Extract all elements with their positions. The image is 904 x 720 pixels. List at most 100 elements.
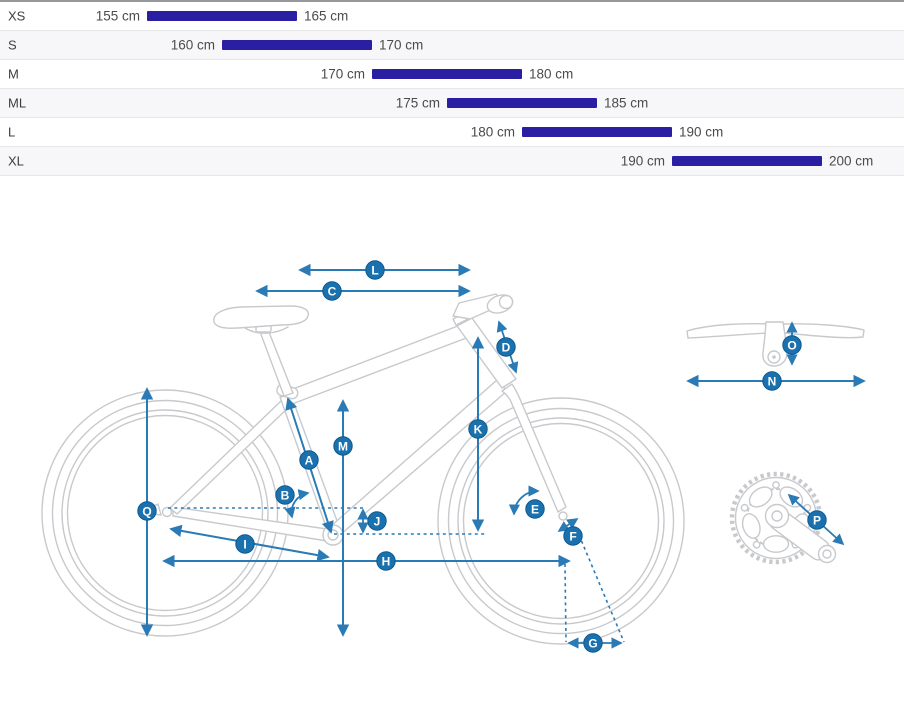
geometry-marker-m: M bbox=[333, 436, 353, 456]
marker-circle bbox=[367, 511, 387, 531]
marker-letter: I bbox=[243, 538, 246, 552]
size-row: M 170 cm 180 cm bbox=[0, 60, 904, 89]
marker-letter: O bbox=[787, 339, 796, 353]
min-height-label: 155 cm bbox=[95, 8, 140, 24]
front-axle-vertical-guide bbox=[564, 563, 567, 643]
measure-line-f bbox=[557, 518, 579, 532]
geometry-marker-j: J bbox=[367, 511, 387, 531]
frame bbox=[151, 317, 568, 546]
marker-circle bbox=[333, 436, 353, 456]
max-height-label: 170 cm bbox=[379, 37, 424, 53]
height-range-bar bbox=[522, 127, 672, 137]
marker-circle bbox=[275, 485, 295, 505]
marker-circle bbox=[807, 510, 827, 530]
marker-letter: B bbox=[281, 489, 290, 503]
size-label: M bbox=[8, 66, 19, 82]
marker-circle bbox=[365, 260, 385, 280]
marker-letter: H bbox=[382, 555, 391, 569]
size-row: XL 190 cm 200 cm bbox=[0, 147, 904, 176]
min-height-label: 190 cm bbox=[620, 153, 665, 169]
max-height-label: 190 cm bbox=[679, 124, 724, 140]
marker-letter: E bbox=[531, 503, 539, 517]
rear-axle bbox=[161, 506, 173, 518]
geometry-marker-g: G bbox=[583, 633, 603, 653]
size-label: L bbox=[8, 124, 16, 140]
marker-circle bbox=[322, 281, 342, 301]
stem-and-grip bbox=[452, 293, 514, 326]
steering-axis-guide bbox=[578, 534, 625, 643]
size-row: XS 155 cm 165 cm bbox=[0, 2, 904, 31]
geometry-marker-a: A bbox=[299, 450, 319, 470]
saddle-and-post bbox=[213, 305, 310, 400]
size-row: ML 175 cm 185 cm bbox=[0, 89, 904, 118]
size-row: S 160 cm 170 cm bbox=[0, 31, 904, 60]
fork-blade bbox=[501, 383, 567, 513]
marker-circle bbox=[299, 450, 319, 470]
geometry-marker-e: E bbox=[525, 499, 545, 519]
saddle bbox=[213, 305, 310, 329]
geometry-marker-l: L bbox=[365, 260, 385, 280]
geometry-marker-h: H bbox=[376, 551, 396, 571]
marker-circle bbox=[762, 371, 782, 391]
geometry-marker-p: P bbox=[807, 510, 827, 530]
marker-circle bbox=[376, 551, 396, 571]
handlebar-detail bbox=[686, 321, 865, 367]
marker-letter: F bbox=[569, 530, 576, 544]
max-height-label: 200 cm bbox=[829, 153, 874, 169]
geometry-marker-o: O bbox=[782, 335, 802, 355]
marker-circle bbox=[137, 501, 157, 521]
max-height-label: 165 cm bbox=[304, 8, 349, 24]
min-height-label: 160 cm bbox=[170, 37, 215, 53]
max-height-label: 180 cm bbox=[529, 66, 574, 82]
height-range-bar bbox=[147, 11, 297, 21]
size-label: XS bbox=[8, 8, 26, 24]
min-height-label: 175 cm bbox=[395, 95, 440, 111]
marker-letter: G bbox=[588, 637, 597, 651]
marker-letter: D bbox=[502, 341, 511, 355]
max-height-label: 185 cm bbox=[604, 95, 649, 111]
geometry-marker-q: Q bbox=[137, 501, 157, 521]
marker-circle bbox=[782, 335, 802, 355]
front-wheel bbox=[437, 397, 685, 645]
height-range-bar bbox=[372, 69, 522, 79]
marker-letter: C bbox=[328, 285, 337, 299]
bike-geometry-diagram: A B C D E F G H I J K L M N O P Q bbox=[0, 195, 904, 720]
geometry-marker-f: F bbox=[563, 526, 583, 546]
top-tube bbox=[284, 323, 470, 405]
size-row: L 180 cm 190 cm bbox=[0, 118, 904, 147]
marker-letter: N bbox=[768, 375, 777, 389]
geometry-marker-k: K bbox=[468, 419, 488, 439]
geometry-marker-n: N bbox=[762, 371, 782, 391]
height-range-bar bbox=[447, 98, 597, 108]
size-label: XL bbox=[8, 153, 24, 169]
marker-letter: A bbox=[305, 454, 314, 468]
dashed-guides bbox=[168, 507, 625, 643]
measure-arc-e bbox=[508, 485, 540, 516]
seatstay bbox=[169, 399, 291, 515]
size-label: S bbox=[8, 37, 17, 53]
marker-circle bbox=[525, 499, 545, 519]
geometry-marker-d: D bbox=[496, 337, 516, 357]
rider-height-size-table: XS 155 cm 165 cm S 160 cm 170 cm M 170 cm 180 cm… bbox=[0, 0, 904, 176]
marker-circle bbox=[583, 633, 603, 653]
marker-letter: J bbox=[374, 515, 381, 529]
marker-letter: M bbox=[338, 440, 348, 454]
height-range-bar bbox=[222, 40, 372, 50]
geometry-marker-b: B bbox=[275, 485, 295, 505]
marker-circle bbox=[468, 419, 488, 439]
marker-letter: P bbox=[813, 514, 821, 528]
marker-circle bbox=[496, 337, 516, 357]
marker-letter: Q bbox=[142, 505, 151, 519]
geometry-marker-c: C bbox=[322, 281, 342, 301]
marker-letter: L bbox=[371, 264, 378, 278]
geometry-markers: A B C D E F G H I J K L M N O P Q bbox=[137, 260, 827, 653]
geometry-marker-i: I bbox=[235, 534, 255, 554]
size-label: ML bbox=[8, 95, 27, 111]
seatpost bbox=[258, 326, 294, 397]
measure-arc-b bbox=[284, 489, 310, 519]
marker-letter: K bbox=[474, 423, 483, 437]
saddle-rail bbox=[244, 326, 289, 334]
geometry-svg: A B C D E F G H I J K L M N O P Q bbox=[41, 260, 866, 653]
front-axle bbox=[558, 511, 568, 521]
min-height-label: 180 cm bbox=[470, 124, 515, 140]
